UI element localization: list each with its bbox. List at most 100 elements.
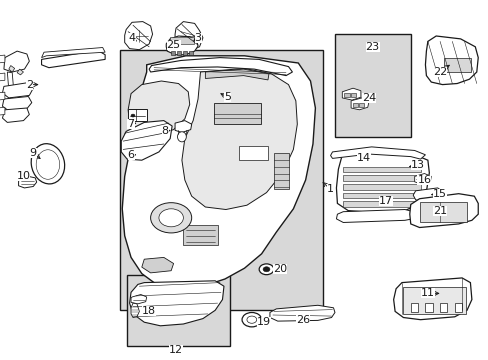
Polygon shape	[0, 92, 5, 100]
Polygon shape	[129, 281, 224, 326]
Text: 15: 15	[432, 189, 446, 199]
Text: 6: 6	[127, 150, 134, 160]
Text: 14: 14	[357, 153, 370, 163]
Bar	[439, 303, 447, 312]
Text: 8: 8	[162, 126, 168, 136]
Polygon shape	[9, 104, 17, 120]
Ellipse shape	[31, 144, 64, 184]
Text: 10: 10	[17, 171, 30, 181]
Bar	[343, 184, 420, 190]
Polygon shape	[393, 278, 471, 320]
Text: 2: 2	[26, 80, 33, 90]
Bar	[127, 275, 229, 346]
Polygon shape	[2, 108, 29, 122]
Text: 7: 7	[127, 119, 134, 129]
Polygon shape	[0, 107, 5, 115]
Text: 20: 20	[273, 264, 286, 274]
Circle shape	[259, 264, 273, 275]
Polygon shape	[149, 58, 292, 76]
Text: 24: 24	[361, 93, 376, 103]
Bar	[238, 146, 267, 160]
Bar	[344, 93, 349, 97]
Bar	[410, 303, 417, 312]
Bar	[352, 103, 357, 107]
Bar	[419, 202, 467, 222]
Bar	[188, 51, 192, 55]
Polygon shape	[425, 36, 477, 85]
Polygon shape	[175, 121, 191, 132]
Polygon shape	[131, 294, 146, 304]
Polygon shape	[412, 188, 445, 202]
Polygon shape	[122, 56, 315, 288]
Text: 13: 13	[410, 160, 424, 170]
Bar	[120, 50, 322, 310]
Polygon shape	[19, 176, 37, 188]
Text: 9: 9	[30, 148, 37, 158]
Text: 18: 18	[142, 306, 156, 316]
Polygon shape	[2, 96, 32, 111]
Bar	[183, 51, 186, 55]
Text: 3: 3	[194, 33, 201, 43]
Polygon shape	[409, 194, 477, 228]
Bar	[425, 303, 432, 312]
Text: 16: 16	[417, 175, 430, 185]
Polygon shape	[142, 257, 173, 273]
Polygon shape	[7, 72, 14, 90]
Circle shape	[242, 312, 261, 327]
Bar	[177, 51, 181, 55]
Text: 12: 12	[169, 345, 183, 355]
Polygon shape	[269, 305, 334, 321]
Polygon shape	[336, 210, 419, 222]
Text: 26: 26	[296, 315, 309, 325]
Polygon shape	[166, 36, 198, 55]
Polygon shape	[342, 88, 360, 100]
Bar	[343, 201, 420, 207]
Polygon shape	[4, 51, 29, 72]
Bar	[273, 153, 289, 189]
Polygon shape	[330, 147, 425, 159]
Bar	[214, 103, 260, 124]
Polygon shape	[41, 50, 105, 68]
Polygon shape	[2, 83, 33, 98]
Polygon shape	[124, 22, 152, 50]
Text: 5: 5	[224, 92, 230, 102]
Polygon shape	[128, 81, 189, 135]
Bar	[454, 303, 461, 312]
Bar	[128, 109, 146, 121]
Polygon shape	[131, 303, 139, 318]
Polygon shape	[17, 69, 23, 75]
Polygon shape	[0, 73, 5, 81]
Polygon shape	[0, 55, 5, 63]
Polygon shape	[41, 48, 105, 58]
Ellipse shape	[177, 132, 186, 142]
Bar	[403, 287, 465, 314]
Circle shape	[263, 267, 269, 272]
Polygon shape	[182, 68, 297, 210]
Polygon shape	[205, 69, 268, 80]
Text: 23: 23	[365, 42, 379, 52]
Text: 21: 21	[432, 206, 446, 216]
Polygon shape	[175, 22, 203, 50]
Bar	[334, 34, 410, 137]
Bar	[170, 37, 193, 44]
Text: 17: 17	[379, 196, 392, 206]
Bar	[120, 50, 322, 310]
Bar	[443, 58, 470, 72]
Bar	[127, 275, 229, 346]
Circle shape	[131, 114, 135, 117]
Polygon shape	[350, 98, 368, 110]
Text: 25: 25	[166, 40, 180, 50]
Bar	[171, 51, 175, 55]
Polygon shape	[10, 90, 16, 104]
Polygon shape	[121, 121, 172, 160]
Bar	[183, 225, 217, 245]
Text: 22: 22	[432, 67, 447, 77]
Bar	[343, 167, 420, 172]
Bar	[350, 93, 355, 97]
Text: 4: 4	[128, 33, 135, 43]
Text: 19: 19	[257, 317, 270, 327]
Text: 11: 11	[420, 288, 434, 298]
Polygon shape	[9, 66, 15, 72]
Polygon shape	[336, 152, 428, 212]
Circle shape	[150, 203, 191, 233]
